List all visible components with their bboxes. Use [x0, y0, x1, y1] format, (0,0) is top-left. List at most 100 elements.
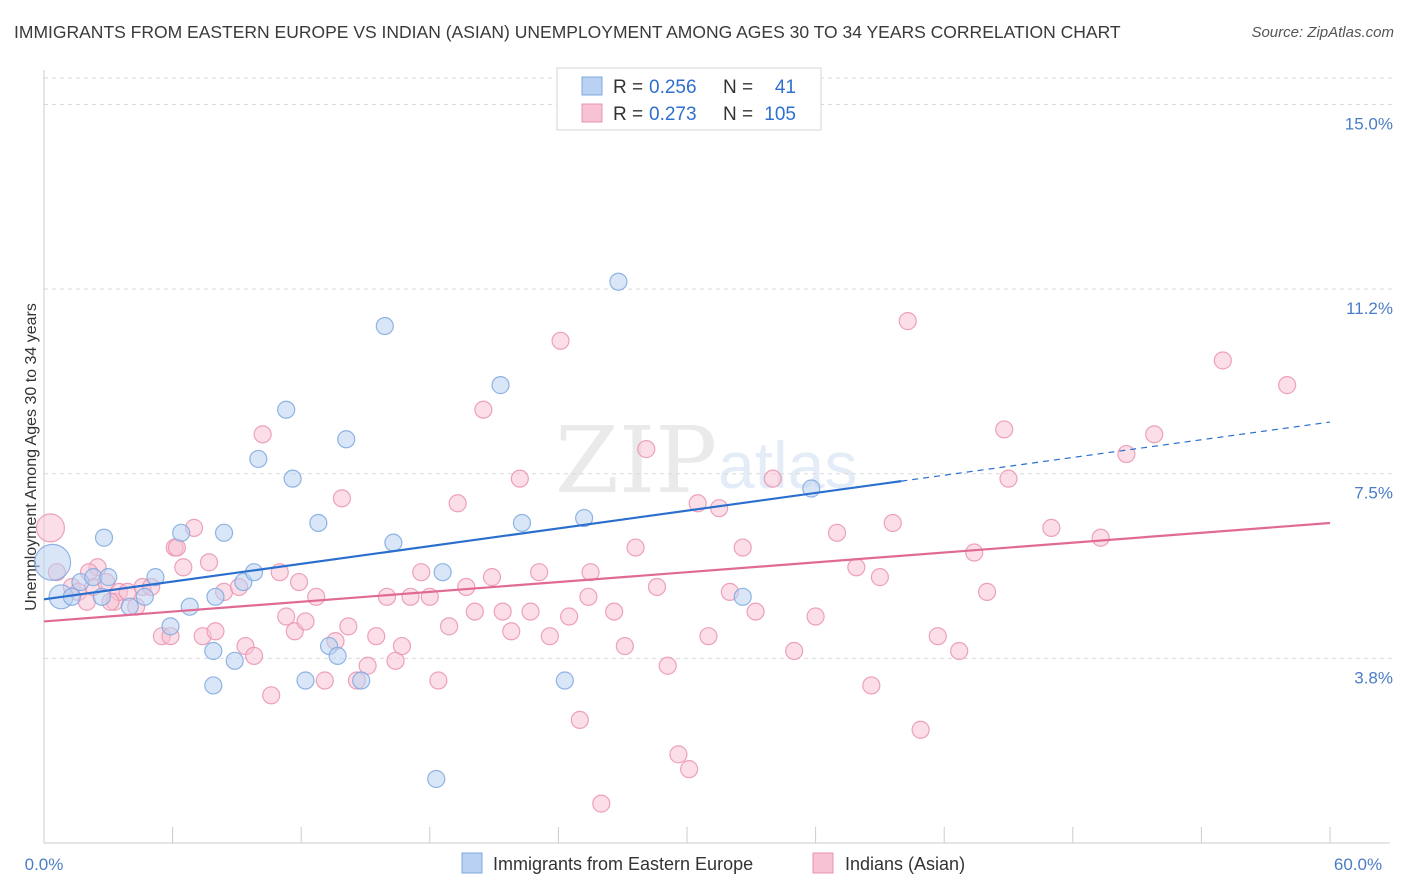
blue-point-8: [120, 597, 139, 616]
y-axis-title: Unemployment Among Ages 30 to 34 years: [23, 303, 40, 611]
pink-point-83: [862, 676, 881, 695]
blue-point-40: [733, 587, 752, 606]
pink-point-0: [35, 513, 66, 543]
blue-point-37: [575, 508, 594, 528]
pink-point-49: [457, 577, 476, 597]
pink-point-65: [615, 636, 634, 656]
blue-point-23: [283, 469, 302, 488]
pink-point-31: [296, 612, 315, 631]
bottom-legend-label-blue: Immigrants from Eastern Europe: [493, 854, 753, 874]
x-tick-label-max: 60.0%: [1334, 855, 1382, 874]
blue-point-13: [180, 597, 199, 616]
series-immigrants-eastern-europe: [33, 272, 821, 789]
legend-n-label-blue: N =: [723, 77, 753, 98]
blue-point-34: [491, 376, 510, 395]
pink-point-56: [521, 602, 540, 621]
trend-lines: [43, 421, 1331, 623]
pink-point-51: [474, 400, 493, 419]
pink-point-42: [392, 636, 412, 656]
pink-point-50: [465, 602, 484, 621]
legend-r-label-blue: R =: [613, 77, 643, 98]
blue-point-35: [512, 513, 532, 533]
pink-point-88: [928, 627, 947, 646]
pink-point-67: [637, 440, 656, 459]
blue-point-0: [33, 543, 72, 581]
legend-r-value-blue: 0.256: [649, 77, 697, 98]
pink-point-87: [911, 720, 930, 739]
legend-r-value-pink: 0.273: [649, 104, 697, 125]
watermark: ZIP atlas: [555, 407, 857, 514]
blue-point-22: [277, 400, 296, 419]
pink-point-82: [847, 558, 866, 577]
pink-point-68: [647, 577, 667, 597]
legend-swatch-blue: [581, 76, 603, 96]
pink-point-54: [502, 622, 521, 641]
blue-point-36: [555, 671, 574, 690]
blue-point-18: [225, 651, 244, 670]
bottom-legend-swatch-pink: [812, 852, 834, 874]
blue-point-31: [384, 533, 403, 552]
correlation-legend: R = 0.256 N = 41 R = 0.273 N = 105: [556, 67, 822, 131]
blue-point-27: [328, 646, 347, 666]
pink-point-77: [746, 602, 765, 621]
legend-n-value-pink: 105: [764, 104, 796, 125]
blue-point-10: [146, 568, 165, 587]
blue-point-29: [352, 671, 371, 690]
x-ticks: [43, 827, 1331, 843]
chart-title: IMMIGRANTS FROM EASTERN EUROPE VS INDIAN…: [14, 22, 1121, 42]
pink-point-35: [332, 489, 352, 508]
trend-line-blue: [43, 480, 902, 601]
pink-point-97: [1213, 351, 1232, 370]
pink-point-60: [560, 607, 579, 626]
pink-point-63: [592, 794, 611, 813]
pink-point-39: [367, 627, 386, 646]
pink-point-17: [174, 558, 193, 577]
pink-point-74: [710, 499, 729, 518]
series-indians-asian: [35, 312, 1297, 813]
pink-point-90: [965, 543, 984, 562]
pink-point-80: [806, 607, 825, 626]
blue-point-5: [94, 528, 114, 547]
pink-point-85: [883, 513, 902, 533]
pink-point-32: [307, 587, 326, 606]
blue-point-30: [375, 316, 394, 336]
y-tick-label-2: 11.2%: [1346, 299, 1393, 318]
pink-point-73: [699, 627, 718, 646]
blue-point-24: [296, 671, 315, 690]
pink-point-20: [199, 553, 219, 572]
pink-point-96: [1145, 425, 1164, 444]
pink-point-48: [448, 494, 467, 513]
pink-point-81: [827, 523, 847, 542]
pink-point-91: [977, 582, 997, 601]
pink-point-26: [253, 425, 272, 444]
bottom-legend-swatch-blue: [461, 852, 483, 874]
pink-point-79: [785, 641, 804, 661]
pink-point-29: [277, 607, 296, 626]
blue-point-11: [161, 617, 180, 636]
source-note: Source: ZipAtlas.com: [1251, 24, 1394, 41]
blue-point-32: [427, 769, 446, 789]
pink-point-57: [530, 563, 549, 582]
pink-point-47: [439, 617, 459, 636]
pink-point-95: [1117, 444, 1136, 464]
blue-point-21: [249, 449, 268, 469]
blue-point-17: [214, 523, 234, 542]
blue-point-15: [206, 587, 225, 606]
pink-point-25: [244, 646, 264, 666]
blue-point-33: [433, 563, 452, 582]
y-tick-label-3: 15.0%: [1345, 114, 1393, 133]
pink-point-71: [680, 760, 699, 779]
pink-point-100: [579, 587, 598, 606]
y-tick-label-0: 3.8%: [1354, 668, 1393, 687]
pink-point-93: [1042, 518, 1061, 537]
x-tick-label-min: 0.0%: [25, 855, 64, 874]
pink-point-66: [626, 538, 645, 557]
pink-point-101: [289, 572, 309, 592]
blue-point-12: [172, 523, 191, 542]
legend-n-value-blue: 41: [775, 77, 796, 98]
blue-point-16: [204, 641, 223, 661]
pink-point-89: [950, 641, 969, 661]
pink-point-86: [898, 312, 917, 331]
pink-point-53: [493, 602, 512, 621]
